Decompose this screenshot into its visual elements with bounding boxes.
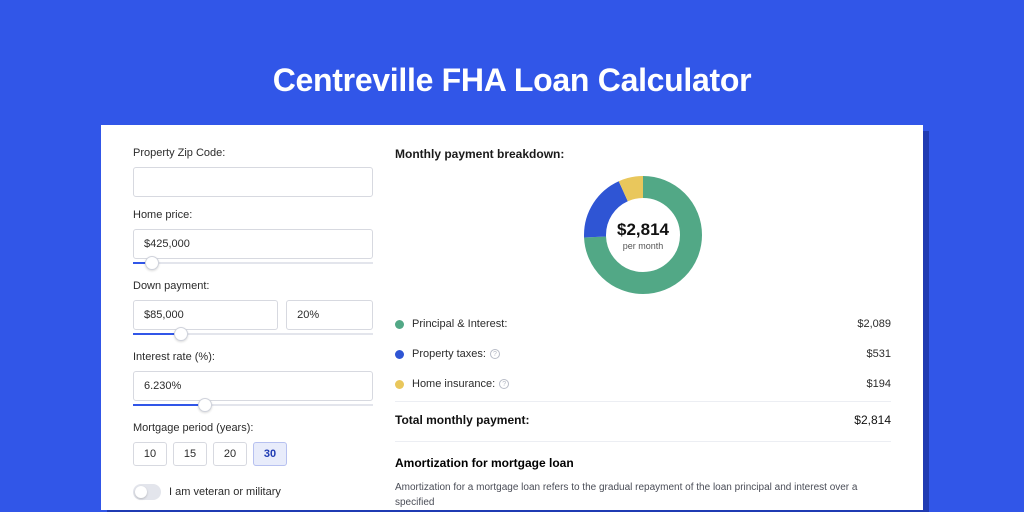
legend-dot-taxes	[395, 350, 404, 359]
veteran-row: I am veteran or military	[133, 484, 373, 500]
divider	[395, 441, 891, 442]
period-label: Mortgage period (years):	[133, 422, 373, 434]
period-options: 10152030	[133, 442, 373, 466]
info-icon[interactable]: ?	[490, 349, 500, 359]
down-payment-slider[interactable]	[133, 327, 373, 341]
period-option-10[interactable]: 10	[133, 442, 167, 466]
home-price-slider[interactable]	[133, 256, 373, 270]
legend-value-principal: $2,089	[857, 318, 891, 330]
zip-input[interactable]	[133, 167, 373, 197]
legend-row-taxes: Property taxes:?$531	[395, 339, 891, 369]
home-price-slider-thumb[interactable]	[145, 256, 159, 270]
veteran-label: I am veteran or military	[169, 486, 281, 498]
interest-slider-thumb[interactable]	[198, 398, 212, 412]
down-payment-slider-thumb[interactable]	[174, 327, 188, 341]
legend-row-insurance: Home insurance:?$194	[395, 369, 891, 399]
calculator-card: Property Zip Code: Home price: Down paym…	[101, 125, 923, 510]
zip-label: Property Zip Code:	[133, 147, 373, 159]
amortization-text: Amortization for a mortgage loan refers …	[395, 480, 891, 510]
interest-slider-fill	[133, 404, 205, 406]
down-payment-pct-input[interactable]	[286, 300, 373, 330]
interest-label: Interest rate (%):	[133, 351, 373, 363]
period-option-15[interactable]: 15	[173, 442, 207, 466]
down-payment-input[interactable]	[133, 300, 278, 330]
form-column: Property Zip Code: Home price: Down paym…	[133, 147, 373, 510]
donut-chart-wrap: $2,814 per month	[395, 171, 891, 309]
interest-input[interactable]	[133, 371, 373, 401]
donut-chart: $2,814 per month	[583, 175, 703, 295]
period-option-20[interactable]: 20	[213, 442, 247, 466]
period-option-30[interactable]: 30	[253, 442, 287, 466]
legend-dot-insurance	[395, 380, 404, 389]
total-label: Total monthly payment:	[395, 413, 854, 427]
zip-group: Property Zip Code:	[133, 147, 373, 197]
interest-slider[interactable]	[133, 398, 373, 412]
home-price-input[interactable]	[133, 229, 373, 259]
amortization-title: Amortization for mortgage loan	[395, 456, 891, 470]
breakdown-column: Monthly payment breakdown: $2,814 per mo…	[395, 147, 891, 510]
period-group: Mortgage period (years): 10152030	[133, 422, 373, 466]
home-price-group: Home price:	[133, 209, 373, 270]
donut-sub: per month	[623, 241, 664, 251]
legend-label-principal: Principal & Interest:	[412, 318, 857, 330]
info-icon[interactable]: ?	[499, 379, 509, 389]
donut-amount: $2,814	[617, 220, 669, 240]
legend-label-insurance: Home insurance:?	[412, 378, 867, 390]
donut-center: $2,814 per month	[583, 175, 703, 295]
legend-value-taxes: $531	[867, 348, 891, 360]
interest-group: Interest rate (%):	[133, 351, 373, 412]
down-payment-group: Down payment:	[133, 280, 373, 341]
home-price-label: Home price:	[133, 209, 373, 221]
legend-row-principal: Principal & Interest:$2,089	[395, 309, 891, 339]
down-payment-label: Down payment:	[133, 280, 373, 292]
page-title: Centreville FHA Loan Calculator	[0, 0, 1024, 125]
veteran-toggle[interactable]	[133, 484, 161, 500]
legend-label-taxes: Property taxes:?	[412, 348, 867, 360]
total-value: $2,814	[854, 413, 891, 427]
breakdown-title: Monthly payment breakdown:	[395, 147, 891, 161]
legend-dot-principal	[395, 320, 404, 329]
legend-value-insurance: $194	[867, 378, 891, 390]
total-row: Total monthly payment: $2,814	[395, 401, 891, 441]
legend: Principal & Interest:$2,089Property taxe…	[395, 309, 891, 399]
